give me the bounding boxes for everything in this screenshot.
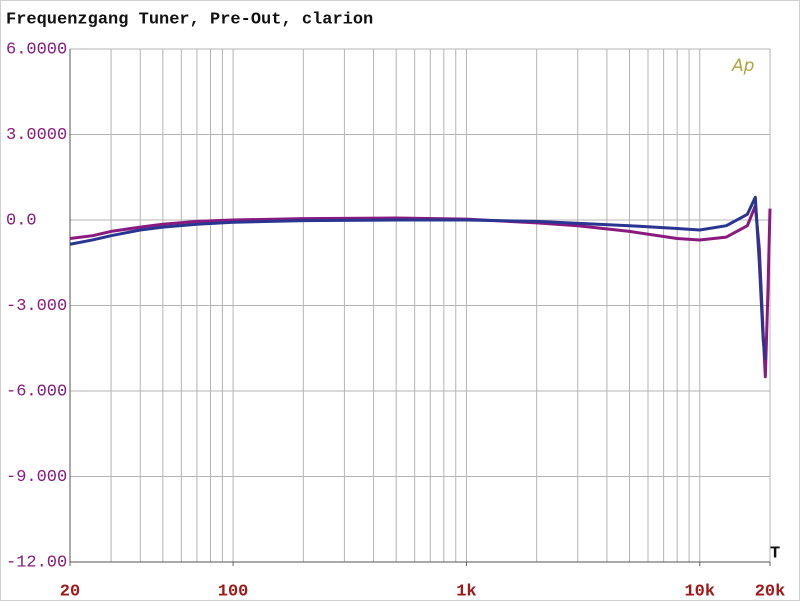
x-tick-label: 1k: [456, 582, 476, 601]
y-tick-label: 0.0: [6, 211, 37, 230]
series-line: [69, 195, 767, 360]
y-tick-label: -6.000: [6, 382, 67, 401]
y-tick-label: 6.0000: [6, 40, 67, 59]
y-tick-label: -12.00: [6, 553, 67, 572]
x-tick-label: 100: [218, 582, 249, 601]
x-tick-label: 10k: [684, 582, 715, 601]
y-tick-label: -9.000: [6, 468, 67, 487]
x-tick-label: 20: [60, 582, 80, 601]
chart-title: Frequenzgang Tuner, Pre-Out, clarion: [6, 10, 373, 29]
x-tick-label: 20k: [755, 582, 786, 601]
y-tick-label: -3.000: [6, 297, 67, 316]
marker: T: [770, 544, 780, 563]
logo: Ap: [731, 56, 755, 76]
y-tick-label: 3.0000: [6, 126, 67, 145]
